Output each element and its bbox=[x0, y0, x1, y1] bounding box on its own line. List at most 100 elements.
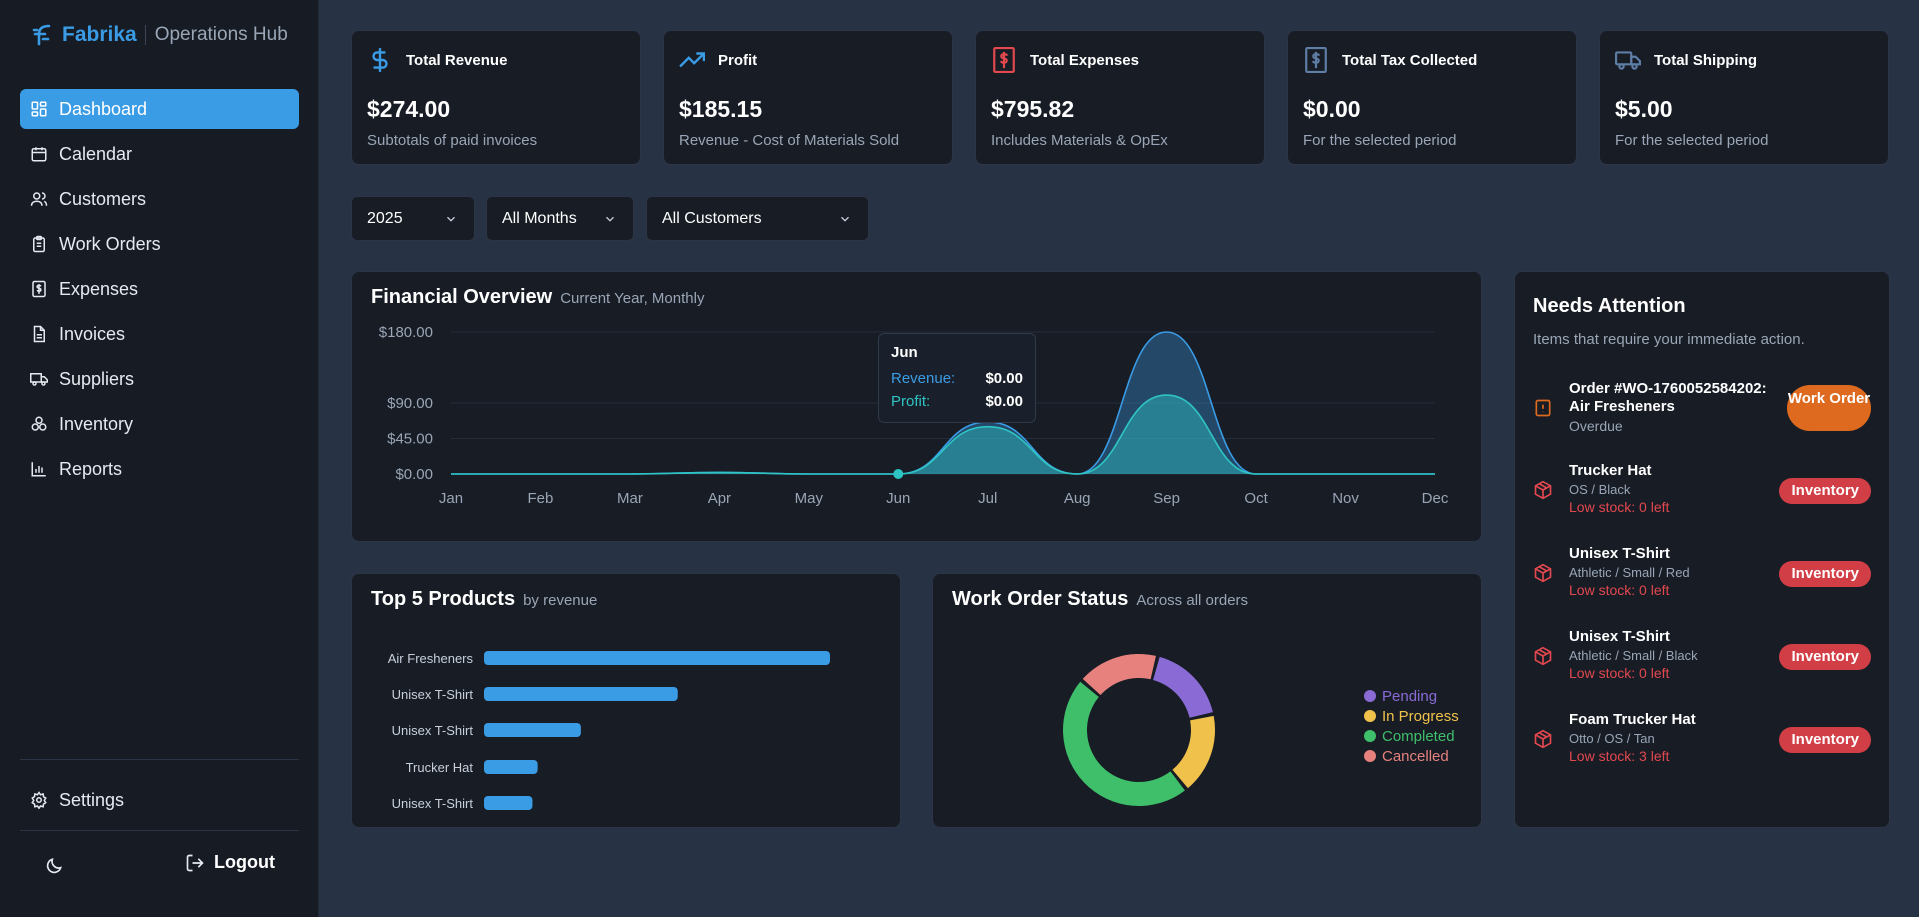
attention-item-meta: Otto / OS / Tan bbox=[1569, 731, 1655, 746]
attention-item-name: Trucker Hat bbox=[1569, 462, 1652, 479]
kpi-title: Profit bbox=[718, 51, 758, 69]
kpi-value: $5.00 bbox=[1615, 96, 1673, 122]
sidebar-item-work-orders[interactable]: Work Orders bbox=[20, 224, 299, 264]
inventory-badge[interactable]: Inventory bbox=[1779, 727, 1871, 753]
needs-attention-title: Needs Attention bbox=[1533, 295, 1686, 317]
kpi-value: $0.00 bbox=[1303, 96, 1361, 122]
sidebar-item-expenses[interactable]: Expenses bbox=[20, 269, 299, 309]
dollar-icon bbox=[372, 48, 388, 72]
attention-item-meta: Athletic / Small / Red bbox=[1569, 565, 1690, 580]
kpi-card-profit: Profit $185.15 Revenue - Cost of Materia… bbox=[663, 30, 953, 165]
work-order-badge[interactable]: Work Order bbox=[1787, 385, 1871, 431]
kpi-title: Total Revenue bbox=[406, 51, 508, 69]
month-select[interactable]: All Months bbox=[486, 196, 634, 241]
sidebar-divider bbox=[20, 759, 299, 760]
chevron-down-icon bbox=[447, 216, 455, 222]
attention-item-name: Foam Trucker Hat bbox=[1569, 711, 1696, 728]
attention-item-body: Foam Trucker Hat Otto / OS / Tan Low sto… bbox=[1569, 711, 1696, 764]
sidebar-item-customers[interactable]: Customers bbox=[20, 179, 299, 219]
work-order-title-text: Work Order Status bbox=[952, 588, 1129, 610]
sidebar-item-label: Invoices bbox=[59, 323, 126, 344]
tooltip-revenue-label: Revenue: bbox=[891, 370, 956, 387]
attention-item-body: Unisex T-Shirt Athletic / Small / Black … bbox=[1569, 628, 1698, 681]
tooltip-profit-value: $0.00 bbox=[985, 393, 1023, 410]
brand[interactable]: Fabrika Operations Hub bbox=[30, 20, 288, 50]
attention-item-low-stock: Low stock: 0 left bbox=[1569, 582, 1670, 598]
tooltip-month: Jun bbox=[891, 344, 918, 361]
kpi-card-tax: Total Tax Collected $0.00 For the select… bbox=[1287, 30, 1577, 165]
moon-icon[interactable] bbox=[44, 856, 64, 876]
kpi-value: $795.82 bbox=[991, 96, 1075, 122]
tooltip-profit-label: Profit: bbox=[891, 393, 931, 410]
sidebar-item-suppliers[interactable]: Suppliers bbox=[20, 359, 299, 399]
inventory-badge[interactable]: Inventory bbox=[1779, 644, 1871, 670]
gear-icon bbox=[30, 791, 48, 809]
attention-item-meta: Overdue bbox=[1569, 418, 1623, 434]
sidebar-item-label: Suppliers bbox=[59, 368, 135, 389]
year-select-value: 2025 bbox=[367, 209, 403, 227]
brand-divider bbox=[144, 25, 146, 45]
brand-subtitle: Operations Hub bbox=[154, 24, 288, 45]
kpi-desc: Subtotals of paid invoices bbox=[367, 132, 538, 149]
year-select[interactable]: 2025 bbox=[351, 196, 475, 241]
attention-item-low-stock: Low stock: 0 left bbox=[1569, 665, 1670, 681]
sidebar-item-label: Expenses bbox=[59, 278, 139, 299]
dollar-receipt-icon bbox=[30, 280, 48, 298]
work-order-status-panel bbox=[932, 573, 1482, 828]
receipt-dollar-icon bbox=[993, 47, 1015, 73]
kpi-card-revenue: Total Revenue $274.00 Subtotals of paid … bbox=[351, 30, 641, 165]
package-icon bbox=[1534, 646, 1552, 666]
tooltip-revenue-row: Revenue: $0.00 bbox=[891, 370, 1023, 387]
inventory-badge[interactable]: Inventory bbox=[1779, 478, 1871, 504]
kpi-desc: Includes Materials & OpEx bbox=[991, 132, 1168, 149]
attention-item-low-stock: Low stock: 0 left bbox=[1569, 499, 1670, 515]
top-products-panel bbox=[351, 573, 901, 828]
attention-item-inventory[interactable]: Trucker Hat OS / Black Low stock: 0 left… bbox=[1533, 462, 1871, 520]
sidebar-item-dashboard[interactable]: Dashboard bbox=[20, 89, 299, 129]
chevron-down-icon bbox=[606, 216, 614, 222]
truck-icon bbox=[30, 370, 48, 388]
attention-item-inventory[interactable]: Unisex T-Shirt Athletic / Small / Red Lo… bbox=[1533, 545, 1871, 603]
kpi-value: $274.00 bbox=[367, 96, 451, 122]
sidebar-item-label: Work Orders bbox=[59, 233, 161, 254]
package-icon bbox=[1534, 729, 1552, 749]
receipt-icon bbox=[1305, 47, 1327, 73]
kpi-card-expenses: Total Expenses $795.82 Includes Material… bbox=[975, 30, 1265, 165]
logout-button[interactable]: Logout bbox=[185, 852, 275, 873]
customer-select[interactable]: All Customers bbox=[646, 196, 869, 241]
attention-item-meta: OS / Black bbox=[1569, 482, 1631, 497]
sidebar-divider bbox=[20, 830, 299, 831]
kpi-desc: For the selected period bbox=[1303, 132, 1457, 149]
attention-item-meta: Athletic / Small / Black bbox=[1569, 648, 1698, 663]
attention-item-body: Unisex T-Shirt Athletic / Small / Red Lo… bbox=[1569, 545, 1690, 598]
dashboard-icon bbox=[30, 100, 48, 118]
sidebar-item-label: Calendar bbox=[59, 143, 133, 164]
financial-overview-title: Financial Overview Current Year, Monthly bbox=[371, 286, 704, 309]
work-order-status-title: Work Order Status Across all orders bbox=[952, 588, 1248, 611]
chart-tooltip: Jun Revenue: $0.00 Profit: $0.00 bbox=[878, 333, 1036, 423]
kpi-title: Total Tax Collected bbox=[1342, 51, 1478, 69]
sidebar: Fabrika Operations Hub Dashboard Calenda… bbox=[0, 0, 319, 917]
boxes-icon bbox=[30, 415, 48, 433]
kpi-desc: Revenue - Cost of Materials Sold bbox=[679, 132, 900, 149]
sidebar-item-inventory[interactable]: Inventory bbox=[20, 404, 299, 444]
attention-item-inventory[interactable]: Unisex T-Shirt Athletic / Small / Black … bbox=[1533, 628, 1871, 686]
chevron-down-icon bbox=[841, 216, 849, 222]
top-products-title: Top 5 Products by revenue bbox=[371, 588, 597, 611]
logout-icon bbox=[186, 854, 204, 871]
attention-item-name: Unisex T-Shirt bbox=[1569, 545, 1670, 562]
sidebar-item-label: Inventory bbox=[59, 413, 134, 434]
brand-name: Fabrika bbox=[62, 23, 137, 46]
inventory-badge[interactable]: Inventory bbox=[1779, 561, 1871, 587]
financial-title-text: Financial Overview bbox=[371, 286, 553, 308]
sidebar-item-invoices[interactable]: Invoices bbox=[20, 314, 299, 354]
attention-item-inventory[interactable]: Foam Trucker Hat Otto / OS / Tan Low sto… bbox=[1533, 711, 1871, 769]
attention-item-name: Unisex T-Shirt bbox=[1569, 628, 1670, 645]
sidebar-item-calendar[interactable]: Calendar bbox=[20, 134, 299, 174]
sidebar-item-settings[interactable]: Settings bbox=[20, 780, 299, 820]
sidebar-item-reports[interactable]: Reports bbox=[20, 449, 299, 489]
financial-subtitle: Current Year, Monthly bbox=[560, 290, 705, 307]
attention-item-work-order[interactable]: Order #WO-1760052584202: Air Fresheners … bbox=[1533, 380, 1871, 435]
attention-item-body: Trucker Hat OS / Black Low stock: 0 left bbox=[1569, 462, 1669, 515]
work-order-subtitle: Across all orders bbox=[1136, 592, 1249, 609]
